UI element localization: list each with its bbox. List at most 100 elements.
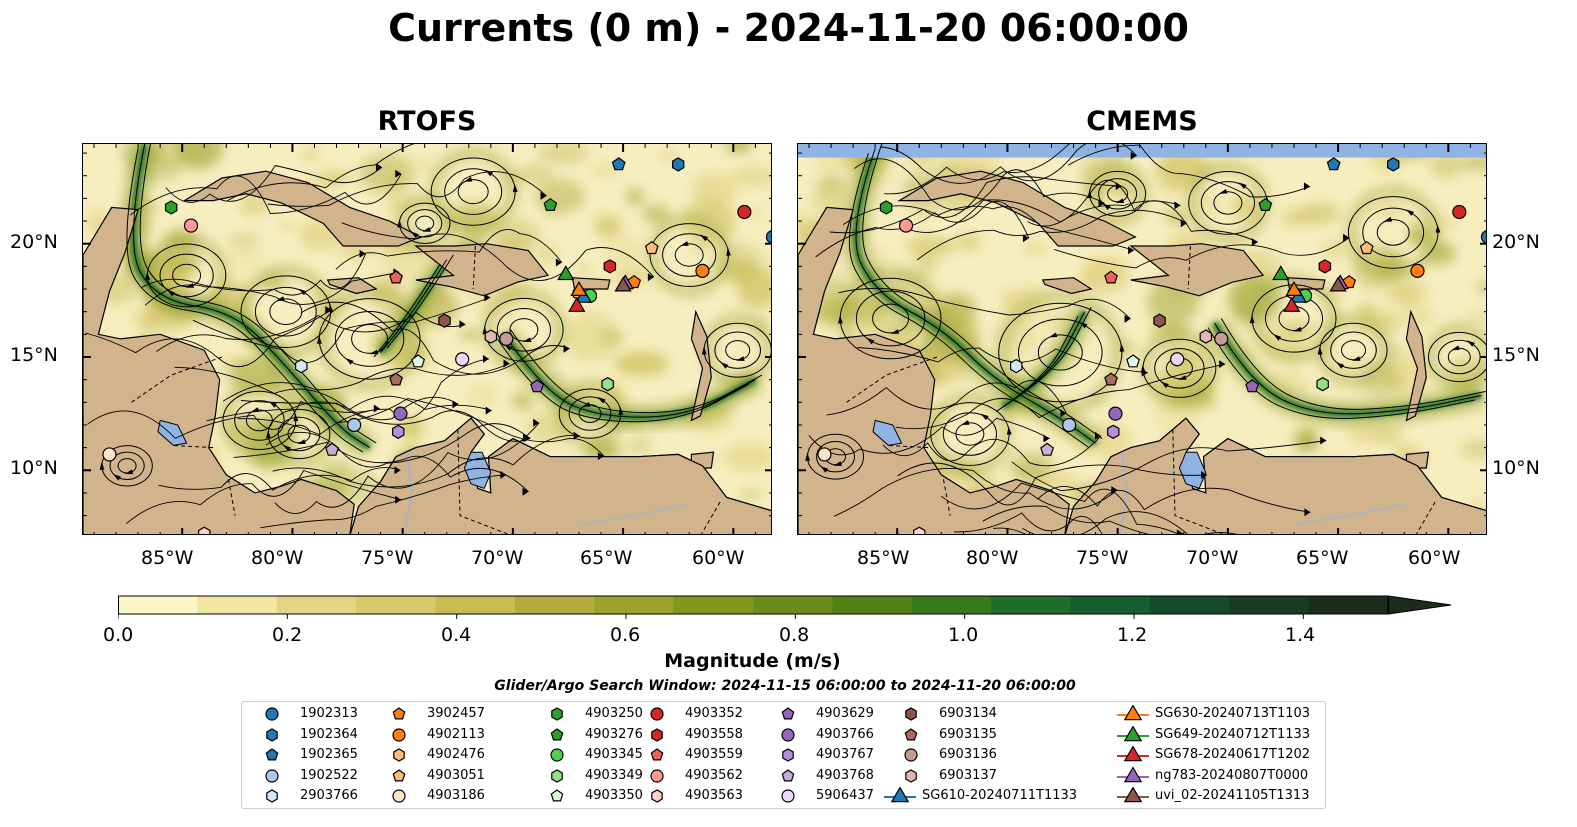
marker-4903558: [603, 259, 617, 274]
flow-arrow: [124, 469, 134, 475]
legend-marker-icon: [781, 789, 795, 803]
legend-symbol: [781, 707, 795, 720]
marker-6903135: [1104, 372, 1118, 386]
legend-label: SG649-20240712T1133: [1155, 726, 1311, 742]
marker-4903562: [183, 218, 199, 233]
colorbar-segment: [514, 596, 595, 614]
legend-marker-icon: [1117, 746, 1149, 762]
marker-4903768: [325, 442, 340, 456]
marker-4903563: [912, 526, 926, 534]
flow-arrow: [699, 234, 708, 242]
flow-arrow: [597, 397, 606, 404]
marker-4903559: [1104, 270, 1118, 284]
flow-arrow: [1293, 326, 1302, 332]
map-rtofs-canvas: [83, 144, 771, 534]
flow-arrow: [1006, 426, 1012, 435]
legend-triangle: [1123, 725, 1143, 741]
flow-arrow: [563, 344, 570, 353]
flow-arrow: [1094, 431, 1101, 440]
colorbar-outline: [118, 595, 1389, 615]
lat-tick-label: 20°N: [10, 231, 58, 253]
flow-arrow: [484, 293, 491, 302]
legend-label: 4902113: [427, 726, 485, 742]
flow-arrow: [276, 296, 285, 301]
flow-arrow: [726, 247, 731, 256]
flow-arrow: [1218, 189, 1228, 194]
flow-arrow: [701, 346, 707, 355]
flow-arrow: [647, 273, 654, 282]
colorbar-tick-label: 0.8: [779, 624, 810, 646]
legend-label: 4903250: [585, 706, 643, 721]
marker-6903134: [1153, 313, 1166, 328]
observation-markers: [817, 157, 1486, 534]
legend-symbol: [781, 727, 795, 742]
legend-symbol: [904, 748, 918, 762]
lat-tick-label: 10°N: [1492, 457, 1540, 479]
legend-symbol: [393, 748, 405, 762]
axis-ticks: [798, 144, 1486, 534]
colorbar-tick-label: 0.4: [441, 624, 472, 646]
marker-4903350: [1126, 354, 1141, 368]
flow-arrow: [422, 227, 431, 232]
flow-arrow: [394, 466, 401, 475]
marker-6903137: [484, 329, 498, 344]
flow-arrow: [1141, 368, 1148, 377]
flow-arrow: [297, 439, 306, 444]
legend-label: 4903767: [816, 747, 874, 763]
marker-SG649-20240712T1133: [1272, 265, 1290, 281]
flow-arrow: [1201, 471, 1208, 480]
flow-arrow: [1383, 216, 1393, 222]
legend-label: 4903563: [685, 788, 743, 804]
flow-arrow: [1098, 199, 1105, 208]
marker-SG630-20240713T1103: [1285, 280, 1303, 296]
colorbar-segment: [118, 596, 198, 614]
flow-arrow: [1451, 345, 1460, 351]
colorbar-segment: [1070, 596, 1151, 614]
flow-arrow: [145, 271, 150, 280]
marker-SG678-20240617T1202: [1283, 296, 1301, 312]
lon-tick-label: 80°W: [251, 547, 304, 569]
flow-arrow: [736, 356, 745, 361]
flow-arrow: [512, 183, 518, 193]
flow-arrow: [1405, 209, 1415, 216]
legend-symbol: [651, 727, 663, 742]
legend-label: SG678-20240617T1202: [1155, 747, 1311, 763]
flow-arrow: [345, 358, 354, 365]
flow-arrow: [680, 241, 689, 246]
flow-arrow: [573, 431, 580, 440]
country-border: [457, 429, 510, 534]
flow-arrow: [1115, 182, 1122, 191]
marker-1902364: [671, 157, 685, 172]
flow-arrow: [503, 359, 510, 368]
marker-4903562: [898, 218, 914, 233]
legend-label: 4903768: [816, 767, 874, 783]
legend-symbol: [392, 769, 406, 782]
colorbar-tick-label: 0.6: [610, 624, 641, 646]
legend-symbol: [265, 707, 279, 721]
land-lesserAnt: [690, 309, 712, 422]
legend-marker-icon: [266, 789, 278, 804]
legend-marker-icon: [550, 748, 564, 762]
marker-4902113: [695, 263, 710, 278]
flow-arrow: [1343, 233, 1350, 242]
legend-marker-icon: [392, 789, 406, 803]
flow-arrow: [597, 452, 604, 461]
flow-arrow: [317, 335, 322, 344]
flow-arrow: [522, 487, 529, 496]
flow-arrow: [1251, 238, 1258, 247]
marker-4903767: [1107, 424, 1120, 439]
map-panel-cmems: [797, 143, 1487, 535]
colorbar-label: Magnitude (m/s): [664, 650, 841, 672]
flow-arrow: [325, 306, 332, 315]
marker-6903137: [1199, 329, 1213, 344]
marker-5906437: [1170, 352, 1185, 367]
marker-4903352: [737, 204, 752, 220]
flow-arrow: [485, 406, 492, 415]
legend-label: 2903766: [300, 788, 358, 804]
flow-arrow: [533, 418, 540, 427]
legend: 1902313 1902364 1902365 1902522 2903766 39024…: [241, 701, 1326, 809]
no-data-strip: [798, 144, 1486, 158]
flow-arrow: [960, 420, 970, 425]
flow-arrow: [298, 288, 307, 296]
legend-triangle: [1123, 746, 1143, 762]
